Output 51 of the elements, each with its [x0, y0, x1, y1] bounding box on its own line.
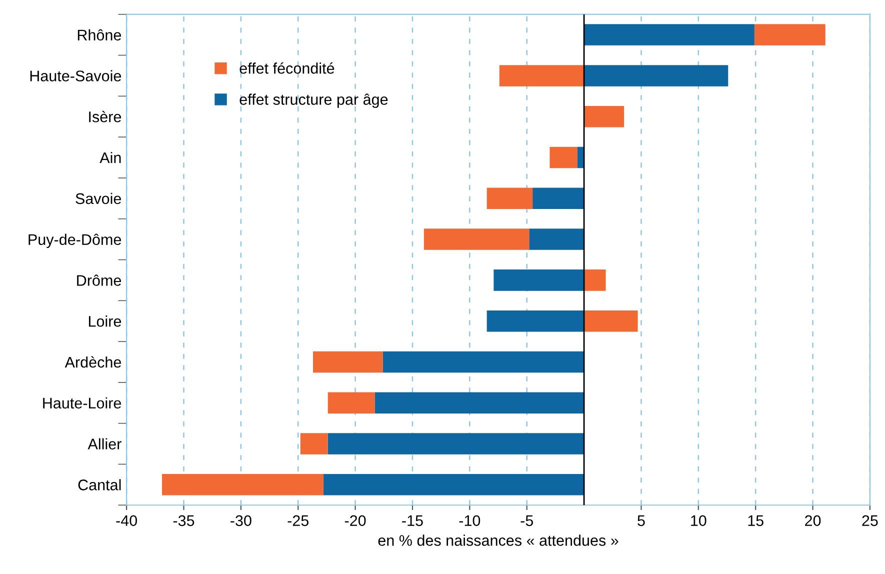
x-tick-label: 10 — [691, 515, 706, 526]
bar — [584, 310, 638, 332]
y-tick-label: Haute-Loire — [43, 397, 122, 409]
x-tick-label: 20 — [805, 515, 821, 526]
y-tick-label: Ain — [100, 152, 121, 164]
bar — [584, 24, 754, 46]
bar — [584, 65, 728, 86]
bar — [312, 351, 383, 373]
bar — [374, 392, 584, 414]
y-tick-label: Haute-Savoie — [30, 70, 122, 82]
bar — [499, 65, 584, 86]
legend-label: effet structure par âge — [240, 94, 388, 108]
y-tick-label: Drôme — [77, 274, 122, 286]
x-axis-title: en % des naissances « attendues » — [378, 534, 618, 546]
bar — [584, 270, 606, 291]
bar — [584, 106, 624, 128]
bar — [162, 474, 324, 496]
bar — [328, 433, 584, 454]
bar — [550, 146, 578, 168]
y-tick-label: Ardèche — [64, 356, 122, 368]
y-tick-label: Allier — [88, 438, 122, 450]
x-tick-label: -35 — [173, 515, 194, 526]
x-tick-label: 5 — [638, 515, 645, 526]
x-tick-label: -10 — [459, 515, 480, 526]
x-tick-label: -15 — [402, 515, 423, 526]
y-tick-label: Isère — [89, 110, 122, 122]
x-tick-label: 15 — [748, 515, 764, 526]
bar — [494, 270, 584, 291]
y-tick-label: Cantal — [78, 479, 121, 490]
x-tick-label: -25 — [288, 515, 309, 526]
bar — [300, 433, 328, 454]
bar — [577, 146, 584, 168]
bar — [532, 188, 584, 210]
x-tick-label: -30 — [230, 515, 252, 526]
bar — [486, 188, 533, 210]
bar — [323, 474, 584, 496]
bar — [382, 351, 584, 373]
bar — [328, 392, 375, 414]
x-tick-label: -5 — [520, 515, 533, 526]
bar — [754, 24, 826, 46]
bar — [424, 228, 530, 250]
y-tick-label: Rhône — [78, 29, 122, 40]
x-tick-label: 25 — [862, 515, 878, 526]
y-tick-label: Loire — [88, 316, 122, 327]
bar — [486, 310, 584, 332]
y-tick-label: Puy-de-Dôme — [28, 234, 122, 248]
legend-label: effet fécondité — [240, 62, 334, 74]
y-tick-label: Savoie — [76, 192, 122, 204]
bar — [529, 228, 584, 250]
x-tick-label: -40 — [116, 515, 137, 526]
x-tick-label: -20 — [344, 515, 366, 526]
